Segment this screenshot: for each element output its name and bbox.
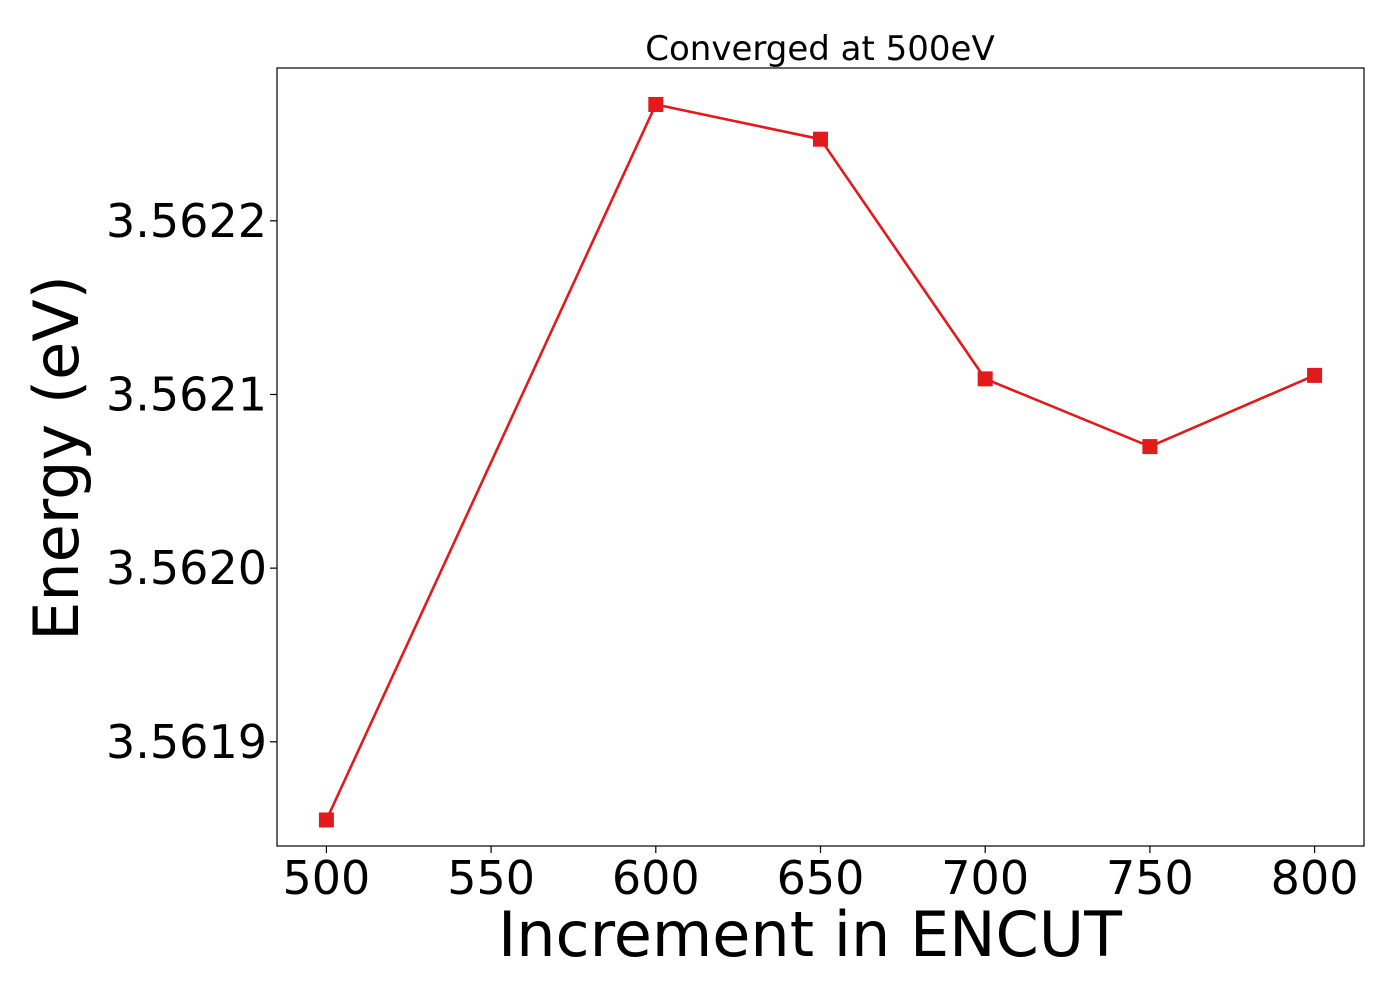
data-point-marker: [318, 812, 334, 828]
data-point-marker: [1142, 439, 1158, 455]
x-tick-label: 750: [1106, 851, 1194, 905]
chart-title: Converged at 500eV: [645, 29, 994, 69]
plot-area: [318, 96, 1323, 828]
data-point-marker: [648, 96, 664, 112]
data-point-marker: [1307, 367, 1323, 383]
x-tick-label: 600: [612, 851, 700, 905]
y-tick-label: 3.5620: [106, 541, 267, 595]
x-tick-label: 650: [777, 851, 865, 905]
x-tick-label: 550: [447, 851, 535, 905]
y-tick-label: 3.5621: [106, 367, 267, 421]
x-axis: 500 550 600 650 700 750 800: [283, 846, 1359, 905]
data-point-marker: [813, 131, 828, 147]
y-axis: 3.5619 3.5620 3.5621 3.5622: [106, 194, 277, 769]
y-tick-label: 3.5622: [106, 194, 267, 248]
y-axis-label: Energy (eV): [20, 275, 93, 641]
x-tick-label: 800: [1271, 851, 1359, 905]
x-tick-label: 700: [941, 851, 1029, 905]
data-point-marker: [977, 371, 993, 387]
y-tick-label: 3.5619: [106, 715, 267, 769]
x-axis-label: Increment in ENCUT: [498, 898, 1123, 971]
series-line: [325, 103, 1316, 821]
x-tick-label: 500: [283, 851, 371, 905]
